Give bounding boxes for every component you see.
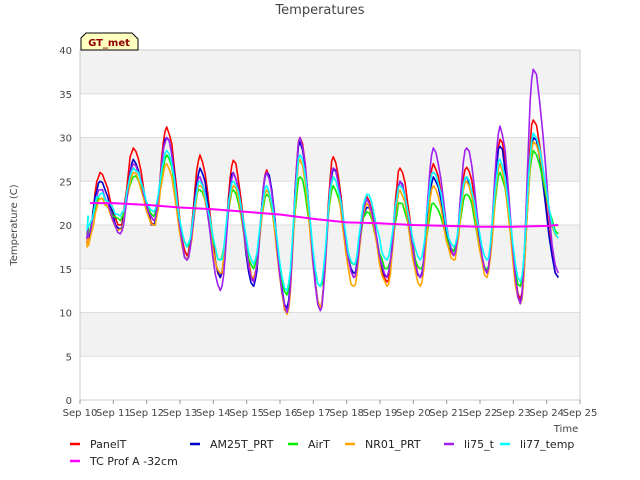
x-tick-label: Sep 15 bbox=[229, 408, 264, 419]
x-tick-label: Sep 14 bbox=[196, 408, 231, 419]
legend-label: PanelT bbox=[90, 438, 127, 451]
x-tick-label: Sep 21 bbox=[429, 408, 464, 419]
legend-item: AirT bbox=[288, 438, 330, 451]
x-axis-label: Time bbox=[553, 424, 578, 435]
background-band bbox=[80, 93, 580, 138]
y-axis-ticks: 0 5 10 15 20 25 30 35 40 bbox=[59, 46, 72, 407]
background-band bbox=[80, 356, 580, 400]
annotation-text: GT_met bbox=[88, 38, 130, 49]
y-tick-label: 5 bbox=[66, 352, 72, 363]
legend-label: AirT bbox=[308, 438, 330, 451]
legend-item: li77_temp bbox=[500, 438, 574, 451]
background-band bbox=[80, 268, 580, 313]
background-band bbox=[80, 50, 580, 94]
y-tick-label: 0 bbox=[66, 396, 72, 407]
series-line-nr01-prt bbox=[86, 141, 559, 316]
y-tick-label: 25 bbox=[59, 177, 72, 188]
legend-label: NR01_PRT bbox=[365, 438, 421, 451]
background-band bbox=[80, 312, 580, 357]
series-line-li77-temp bbox=[86, 132, 559, 292]
chart-title: Temperatures bbox=[274, 3, 364, 18]
annotation-box: GT_met bbox=[80, 32, 139, 51]
series-line-tc-prof-a-32cm bbox=[90, 202, 559, 228]
legend: PanelT AM25T_PRT AirT NR01_PRT li75_t li77_te… bbox=[70, 438, 574, 468]
x-tick-label: Sep 18 bbox=[329, 408, 364, 419]
y-tick-label: 15 bbox=[59, 265, 72, 276]
legend-item: NR01_PRT bbox=[345, 438, 421, 451]
x-tick-label: Sep 22 bbox=[463, 408, 498, 419]
legend-item: li75_t bbox=[444, 438, 495, 451]
x-tick-label: Sep 17 bbox=[296, 408, 331, 419]
x-tick-label: Sep 12 bbox=[129, 408, 164, 419]
legend-label: li77_temp bbox=[520, 438, 574, 451]
x-tick-label: Sep 10 bbox=[63, 408, 98, 419]
y-tick-label: 40 bbox=[59, 46, 72, 57]
legend-label: TC Prof A -32cm bbox=[89, 455, 178, 468]
legend-item: PanelT bbox=[70, 438, 127, 451]
x-tick-label: Sep 20 bbox=[396, 408, 431, 419]
y-tick-label: 10 bbox=[59, 309, 72, 320]
legend-item: TC Prof A -32cm bbox=[70, 455, 178, 468]
y-tick-label: 30 bbox=[59, 134, 72, 145]
y-tick-label: 35 bbox=[59, 90, 72, 101]
x-tick-label: Sep 19 bbox=[363, 408, 398, 419]
series-layer bbox=[86, 68, 560, 316]
y-tick-label: 20 bbox=[59, 221, 72, 232]
x-tick-label: Sep 13 bbox=[163, 408, 198, 419]
x-tick-label: Sep 25 bbox=[563, 408, 598, 419]
x-tick-label: Sep 16 bbox=[263, 408, 298, 419]
y-axis-label: Temperature (C) bbox=[9, 184, 20, 266]
legend-label: li75_t bbox=[464, 438, 495, 451]
legend-label: AM25T_PRT bbox=[210, 438, 274, 451]
legend-item: AM25T_PRT bbox=[190, 438, 274, 451]
plot-frame bbox=[79, 49, 581, 401]
x-tick-label: Sep 24 bbox=[529, 408, 564, 419]
x-tick-label: Sep 23 bbox=[496, 408, 531, 419]
background-band bbox=[80, 225, 580, 269]
x-tick-label: Sep 11 bbox=[96, 408, 131, 419]
